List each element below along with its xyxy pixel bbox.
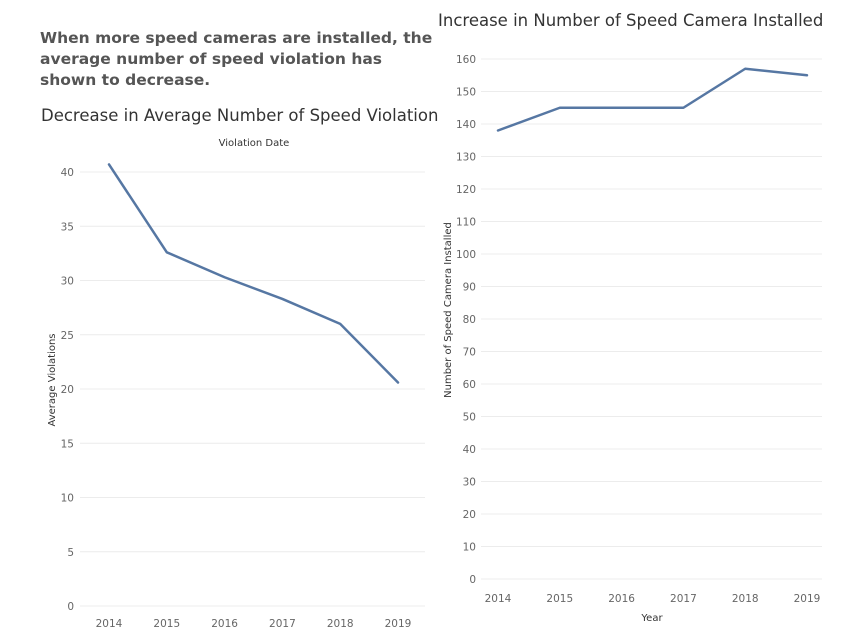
violations-x-tick-label: 2014 <box>96 618 123 630</box>
cameras-y-tick-label: 0 <box>469 574 476 586</box>
violations-y-tick-label: 25 <box>61 330 74 342</box>
cameras-series-line <box>496 67 809 132</box>
cameras-y-tick-label: 120 <box>456 184 476 196</box>
cameras-y-tick-label: 130 <box>456 152 476 164</box>
violations-x-tick-label: 2016 <box>211 618 238 630</box>
cameras-y-tick-label: 110 <box>456 217 476 229</box>
violations-x-tick-label: 2019 <box>385 618 412 630</box>
cameras-x-tick-label: 2015 <box>546 593 573 605</box>
violations-series-line <box>107 163 400 384</box>
cameras-y-tick-label: 50 <box>463 412 476 424</box>
cameras-x-tick-label: 2019 <box>794 593 821 605</box>
right-y-axis-label: Number of Speed Camera Installed <box>443 222 454 398</box>
violations-x-tick-label: 2018 <box>327 618 354 630</box>
cameras-y-tick-label: 20 <box>463 509 476 521</box>
cameras-y-tick-label: 160 <box>456 54 476 66</box>
violations-y-tick-label: 30 <box>61 276 74 288</box>
cameras-line-chart: Year Number of Speed Camera Installed 0 1… <box>443 54 822 624</box>
violations-x-tick-label: 2017 <box>269 618 296 630</box>
cameras-y-tick-label: 10 <box>463 542 476 554</box>
cameras-y-tick-label: 150 <box>456 87 476 99</box>
violations-y-tick-label: 5 <box>67 547 74 559</box>
cameras-x-tick-label: 2017 <box>670 593 697 605</box>
headline-text: When more speed cameras are installed, t… <box>40 29 433 89</box>
cameras-y-tick-label: 90 <box>463 282 476 294</box>
cameras-y-tick-label: 40 <box>463 444 476 456</box>
cameras-x-tick-label: 2018 <box>732 593 759 605</box>
violations-y-tick-label: 0 <box>67 601 74 613</box>
right-chart-title: Increase in Number of Speed Camera Insta… <box>438 11 824 30</box>
violations-x-tick-label: 2015 <box>153 618 180 630</box>
violations-y-tick-label: 15 <box>61 438 74 450</box>
cameras-y-tick-label: 100 <box>456 249 476 261</box>
cameras-y-tick-label: 80 <box>463 314 476 326</box>
violations-y-tick-label: 10 <box>61 493 74 505</box>
cameras-y-tick-label: 70 <box>463 347 476 359</box>
left-x-axis-label: Violation Date <box>219 138 290 149</box>
right-x-axis-label: Year <box>640 613 663 624</box>
cameras-y-tick-label: 60 <box>463 379 476 391</box>
violations-y-tick-label: 35 <box>61 221 74 233</box>
cameras-x-tick-label: 2014 <box>485 593 512 605</box>
left-chart-title: Decrease in Average Number of Speed Viol… <box>41 106 439 125</box>
cameras-x-tick-label: 2016 <box>608 593 635 605</box>
violations-y-tick-label: 20 <box>61 384 74 396</box>
cameras-y-tick-label: 140 <box>456 119 476 131</box>
violations-line-chart: Violation Date Average Violations 0 5 10 15… <box>47 138 425 630</box>
violations-y-tick-label: 40 <box>61 167 74 179</box>
left-y-axis-label: Average Violations <box>47 333 58 426</box>
cameras-y-tick-label: 30 <box>463 477 476 489</box>
